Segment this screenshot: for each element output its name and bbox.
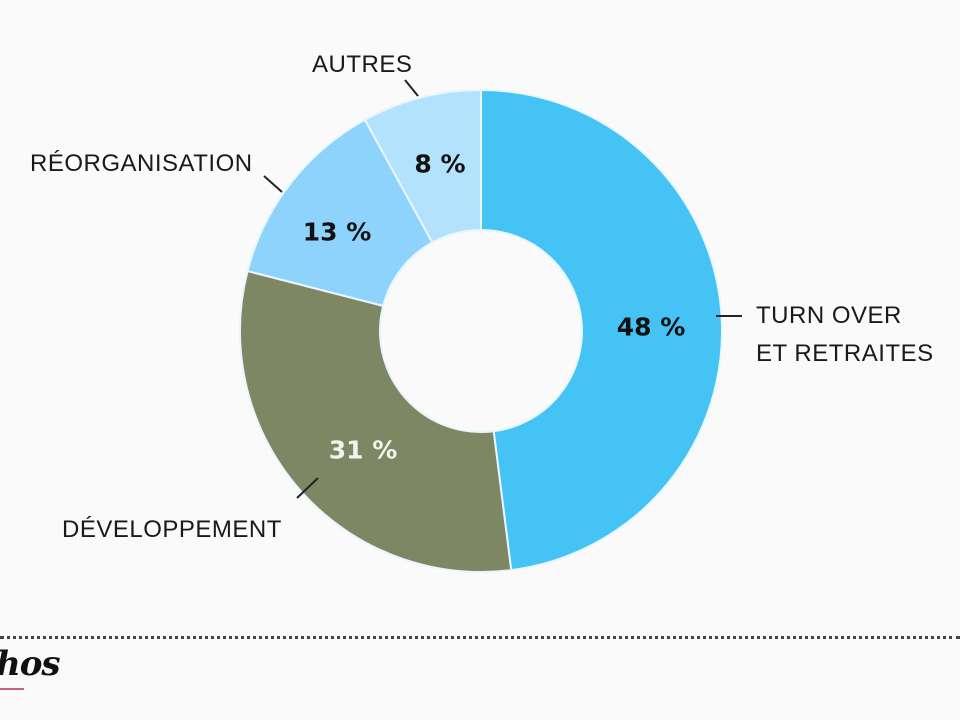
value-developpement: 31 %: [328, 435, 398, 465]
slice-turnover: [480, 88, 723, 572]
label-developpement: DÉVELOPPEMENT: [62, 516, 282, 543]
slice-reorganisation: [246, 118, 434, 308]
label-reorganisation: RÉORGANISATION: [30, 150, 253, 177]
leader-line-reorganisation: [263, 175, 283, 193]
value-turnover: 48 %: [616, 312, 686, 342]
leader-line-autres: [404, 79, 419, 97]
leader-line-developpement: [296, 477, 319, 499]
label-turnover-line1: TURN OVER: [756, 302, 902, 329]
value-reorganisation: 13 %: [302, 217, 372, 247]
logo-underline: [0, 688, 24, 690]
slice-developpement: [239, 269, 513, 573]
label-autres: AUTRES: [312, 51, 413, 78]
value-autres: 8 %: [414, 149, 466, 179]
publisher-logo: hos: [0, 644, 61, 684]
label-turnover-line2: ET RETRAITES: [756, 340, 934, 367]
footer-divider: [0, 636, 960, 639]
slice-autres: [363, 88, 482, 244]
